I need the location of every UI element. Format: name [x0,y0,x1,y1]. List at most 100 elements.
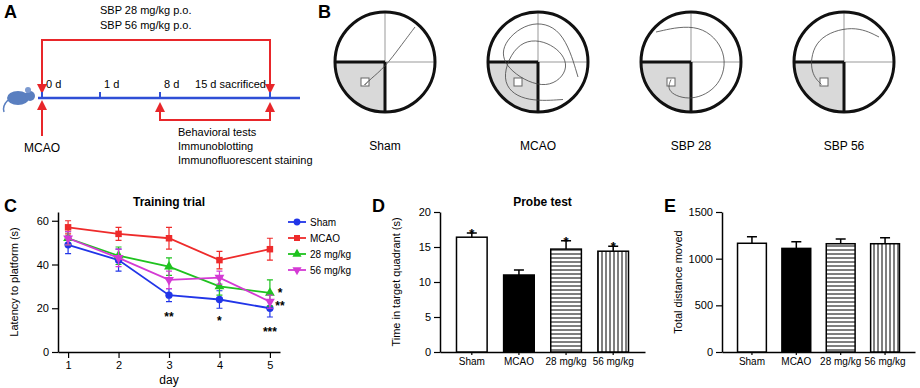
marker [265,287,275,296]
tick: 1000 [689,253,722,265]
quadrant-line [385,62,435,63]
y-axis: 0 500 1000 1500 [689,206,723,358]
tick-mark [716,305,722,306]
tick-label: 20 [419,206,431,218]
tick: 1 [66,352,72,371]
significance-mark: * [469,226,475,241]
tick-mark [219,352,220,358]
tick: 56 mg/kg [864,352,905,367]
tick: Sham [739,352,765,367]
series-line [68,227,270,260]
tick-label: 1 [66,359,72,371]
pool [335,12,435,112]
group-label: SBP 56 [824,139,865,153]
tick: Sham [459,352,485,367]
tick-label: 56 mg/kg [864,356,905,367]
treatment-bracket [42,40,270,92]
tick-label: MCAO [504,356,534,367]
panel-bar-chart: ShamMCAO28 mg/kg56 mg/kg05101520***DProb… [372,195,646,367]
quadrant-border [537,62,540,112]
tick-mark [716,259,722,260]
bar [456,237,487,352]
tick-mark [434,247,440,248]
timepoint-label: 0 d [46,78,61,90]
quadrant-line [844,62,894,63]
marker [114,255,124,264]
tick-label: 3 [166,359,172,371]
tick-label: 500 [695,299,713,311]
y-axis: 0204060 [37,213,59,359]
tick-mark [68,352,69,358]
tick-mark [52,308,58,309]
tick: 0 [43,346,58,358]
panel-bar-chart: ShamMCAO28 mg/kg56 mg/kg050010001500ETot… [664,196,916,367]
tick-mark [751,352,752,355]
tick-label: 56 mg/kg [593,356,634,367]
tick: 10 [419,276,440,288]
marker [267,246,273,252]
tick-label: 1500 [689,206,713,218]
panel-label: C [4,196,17,216]
quadrant-border [690,62,693,112]
legend-marker [294,219,301,226]
tick-mark [118,352,119,358]
swim-path [656,27,724,98]
pool [794,12,894,112]
legend-marker [292,267,301,275]
significance-mark: * [611,239,617,254]
water-maze [794,12,894,112]
error-bar [116,227,122,240]
tick-mark [716,352,722,353]
mouse-icon [4,87,36,112]
tick-label: 60 [37,215,49,227]
tick-label: 5 [425,311,431,323]
tick-mark [270,352,271,358]
regimen-label: SBP 28 mg/kg p.o. [100,4,192,16]
quadrant-line [844,12,845,62]
quadrant-line [691,62,741,63]
mouse-tail [4,100,9,112]
tick-label: 2 [116,359,122,371]
tick: 0 [707,346,722,358]
quadrant-line [691,12,692,62]
tick: 3 [166,352,172,371]
y-axis-title: Total distance moved [672,230,684,333]
x-axis: ShamMCAO28 mg/kg56 mg/kg [723,352,916,367]
platform [667,78,675,86]
group-label: Sham [369,139,400,153]
regimen-label: SBP 56 mg/kg p.o. [100,19,192,31]
quadrant-line [538,12,539,62]
timeline-tick [159,92,161,98]
legend-label: 56 mg/kg [310,265,351,276]
plot-marks [456,233,628,352]
marker [165,291,172,298]
figure-root: ASBP 28 mg/kg p.o.SBP 56 mg/kg p.o.0 d1 … [0,0,920,388]
quadrant-line [385,12,386,62]
marker [65,224,71,230]
significance-mark: * [217,314,222,328]
error-bar [166,227,172,249]
bar [738,243,767,352]
tick-mark [434,352,440,353]
quadrant-border [335,61,385,64]
legend-label: 28 mg/kg [310,249,351,260]
pool [641,12,741,112]
error-bar [267,238,273,260]
assay-bracket [160,104,270,120]
axis-line [722,213,724,353]
timepoint-label: 15 d sacrificed [195,78,266,90]
tick-mark [796,352,797,355]
x-axis-title: day [159,373,178,387]
tick: 56 mg/kg [593,352,634,367]
y-axis-title: Latency to platform (s) [8,227,20,336]
error-bar [216,251,222,269]
x-axis: 12345 [59,352,281,371]
marker [265,299,275,308]
platform [514,78,522,86]
figure: ASBP 28 mg/kg p.o.SBP 56 mg/kg p.o.0 d1 … [0,0,920,388]
tick-mark [565,352,566,355]
tick: 2 [116,352,122,371]
tick-mark [884,352,885,355]
tick-mark [52,221,58,222]
plot-marks [63,221,275,317]
